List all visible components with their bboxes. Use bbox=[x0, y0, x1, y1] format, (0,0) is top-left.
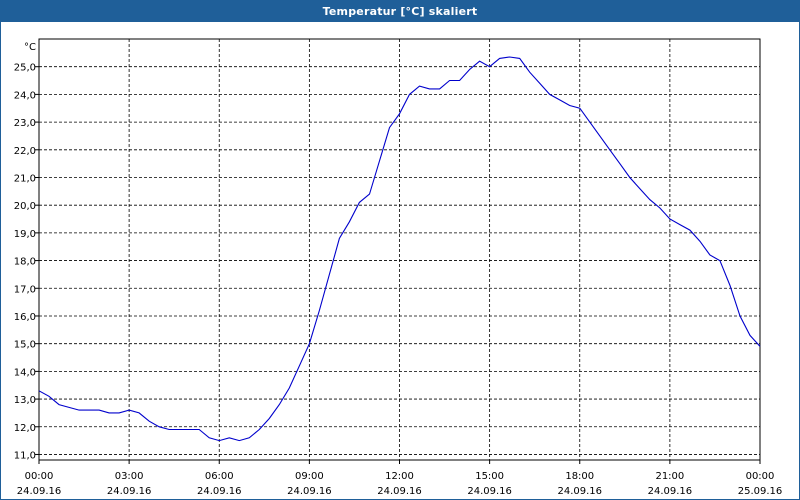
x-tick-date-label: 24.09.16 bbox=[467, 486, 512, 497]
y-tick-label: 25,0 bbox=[14, 63, 36, 74]
x-tick-date-label: 25.09.16 bbox=[738, 486, 783, 497]
y-axis-unit: °C bbox=[24, 42, 36, 53]
y-tick-label: 22,0 bbox=[14, 146, 36, 157]
x-tick-time-label: 21:00 bbox=[655, 471, 684, 482]
x-tick-time-label: 09:00 bbox=[295, 471, 324, 482]
x-tick-date-label: 24.09.16 bbox=[197, 486, 242, 497]
y-tick-label: 20,0 bbox=[14, 201, 36, 212]
y-tick-label: 23,0 bbox=[14, 118, 36, 129]
y-tick-label: 19,0 bbox=[14, 229, 36, 240]
x-tick-date-label: 24.09.16 bbox=[17, 486, 62, 497]
x-tick-date-label: 24.09.16 bbox=[557, 486, 602, 497]
y-tick-label: 18,0 bbox=[14, 257, 36, 268]
x-tick-time-label: 00:00 bbox=[25, 471, 54, 482]
x-axis-ticks: 00:00 24.09.16 03:00 24.09.16 06:00 24.09.16 0… bbox=[17, 460, 783, 497]
temperature-series-line bbox=[38, 56, 761, 442]
y-tick-label: 14,0 bbox=[14, 367, 36, 378]
y-axis-ticks: 11,0 12,0 13,0 14,0 15,0 16,0 17,0 18,0 19,0 20,0… bbox=[14, 63, 39, 461]
x-tick-date-label: 24.09.16 bbox=[107, 486, 152, 497]
x-tick-time-label: 12:00 bbox=[385, 471, 414, 482]
x-tick-time-label: 15:00 bbox=[475, 471, 504, 482]
y-tick-label: 17,0 bbox=[14, 284, 36, 295]
grid-lines bbox=[39, 39, 760, 460]
y-tick-label: 12,0 bbox=[14, 423, 36, 434]
x-tick-date-label: 24.09.16 bbox=[287, 486, 332, 497]
x-tick-time-label: 18:00 bbox=[565, 471, 594, 482]
y-tick-label: 21,0 bbox=[14, 173, 36, 184]
y-tick-label: 13,0 bbox=[14, 395, 36, 406]
x-tick-time-label: 00:00 bbox=[746, 471, 775, 482]
x-tick-date-label: 24.09.16 bbox=[648, 486, 693, 497]
x-tick-time-label: 03:00 bbox=[115, 471, 144, 482]
window-title: Temperatur [°C] skaliert bbox=[1, 1, 799, 22]
y-tick-label: 16,0 bbox=[14, 312, 36, 323]
y-tick-label: 24,0 bbox=[14, 90, 36, 101]
y-tick-label: 11,0 bbox=[14, 450, 36, 461]
x-tick-time-label: 06:00 bbox=[205, 471, 234, 482]
y-tick-label: 15,0 bbox=[14, 340, 36, 351]
x-tick-date-label: 24.09.16 bbox=[377, 486, 422, 497]
